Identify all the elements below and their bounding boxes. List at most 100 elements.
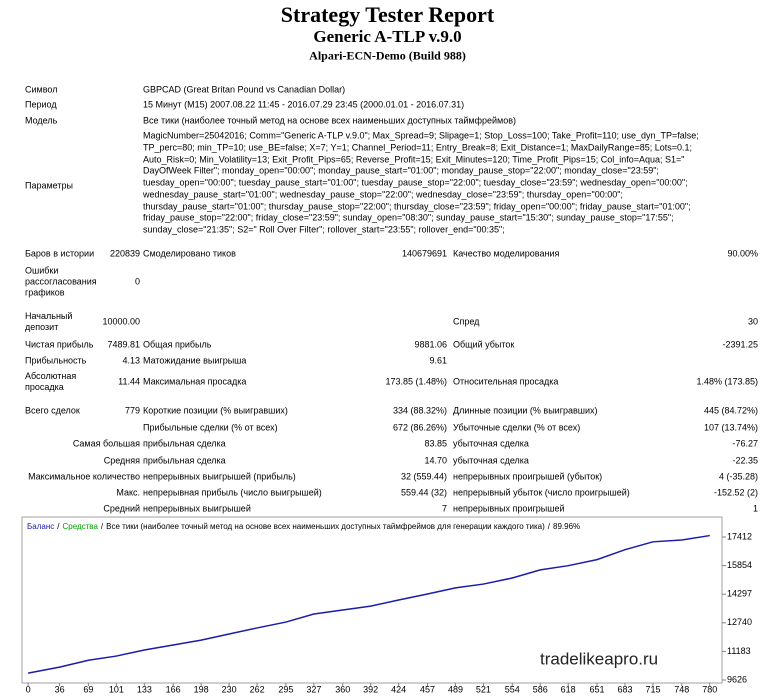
x-tick-label: 133 (137, 684, 152, 694)
x-tick-label: 295 (278, 684, 293, 694)
stat-label: Начальный депозит (25, 311, 73, 332)
stat-label: Смоделировано тиков (143, 248, 236, 259)
info-value: Все тики (наиболее точный метод на основ… (143, 115, 516, 126)
stat-label: Относительная просадка (453, 376, 559, 387)
stat-value: 220839 (109, 248, 140, 259)
stat-value: 14.70 (424, 455, 447, 466)
chart-description: Все тики (наиболее точный метод на основ… (106, 522, 545, 531)
stat-label: прибыльная сделка (143, 438, 226, 449)
stat-label: убыточная сделка (453, 455, 529, 466)
stat-value: 140679691 (401, 248, 447, 259)
stat-label: непрерывный убыток (число проигрышей) (453, 487, 630, 498)
legend-separator: / (57, 522, 60, 531)
stat-value: 10000.00 (102, 316, 140, 327)
parameter-line: tuesday_open="00:00"; tuesday_pause_star… (143, 177, 688, 188)
x-tick-label: 683 (617, 684, 632, 694)
stat-value: 173.85 (1.48%) (385, 376, 447, 387)
x-tick-label: 69 (83, 684, 93, 694)
stat-label: Прибыльность (25, 355, 87, 366)
stat-label: Самая большая (72, 438, 140, 449)
parameter-line: sunday_close="21:35"; S2=" Roll Over Fil… (143, 224, 505, 235)
x-tick-label: 780 (702, 684, 717, 694)
stat-label: Качество моделирования (453, 248, 560, 259)
stat-value: 32 (559.44) (400, 471, 447, 482)
server-name: Alpari-ECN-Demo (Build 988) (309, 48, 466, 63)
x-tick-label: 424 (391, 684, 406, 694)
stat-label: Средняя (103, 455, 140, 466)
stat-value: -2391.25 (722, 339, 758, 350)
watermark: tradelikeapro.ru (540, 649, 658, 668)
stat-value: 0 (134, 276, 140, 287)
x-tick-label: 489 (448, 684, 463, 694)
x-tick-label: 554 (505, 684, 520, 694)
stat-value: -22.35 (732, 455, 758, 466)
parameter-line: DayOfWeek Filter"; monday_open="00:00"; … (143, 165, 659, 176)
report-title: Strategy Tester Report (280, 2, 495, 27)
info-label: Символ (25, 84, 58, 95)
y-tick-label: 17412 (727, 531, 752, 541)
parameter-line: friday_pause_stop="22:00"; friday_close=… (143, 212, 674, 223)
y-tick-label: 14297 (727, 589, 752, 599)
x-tick-label: 748 (674, 684, 689, 694)
balance-line (27, 534, 710, 674)
stat-label: Общая прибыль (143, 339, 212, 350)
stat-label: Длинные позиции (% выигравших) (453, 405, 598, 416)
parameter-line: Auto_Risk=0; Min_Volatility=13; Exit_Pro… (143, 154, 685, 164)
x-tick-label: 0 (26, 684, 31, 694)
stat-label: Баров в истории (25, 248, 95, 259)
chart-legend: Баланс / Средства / Все тики (наиболее точны… (27, 522, 580, 531)
stat-label: Средний (103, 503, 140, 514)
x-tick-label: 36 (55, 684, 65, 694)
info-value: GBPCAD (Great Britan Pound vs Canadian D… (143, 84, 346, 95)
stat-value: 334 (88.32%) (392, 405, 447, 416)
stat-label: непрерывных проигрышей (убыток) (453, 471, 603, 482)
x-tick-label: 715 (645, 684, 660, 694)
x-tick-label: 360 (335, 684, 350, 694)
stat-label: Спред (453, 316, 480, 327)
stat-label: Чистая прибыль (25, 339, 94, 350)
stat-label: непрерывных выигрышей (143, 503, 251, 514)
y-tick-label: 12740 (727, 617, 752, 627)
stat-label: непрерывных выигрышей (прибыль) (143, 471, 296, 482)
x-tick-label: 618 (561, 684, 576, 694)
x-tick-label: 262 (250, 684, 265, 694)
info-label: Период (25, 99, 57, 110)
x-tick-label: 521 (476, 684, 491, 694)
info-label: Параметры (25, 180, 73, 191)
stat-value: 1 (752, 503, 758, 514)
stat-label: непрерывных проигрышей (453, 503, 565, 514)
parameter-line: wednesday_pause_start="01:00"; wednesday… (143, 189, 623, 200)
y-tick-label: 15854 (727, 560, 752, 570)
y-tick-label: 9626 (727, 674, 747, 684)
x-tick-label: 327 (306, 684, 321, 694)
x-tick-label: 586 (533, 684, 548, 694)
stat-label: убыточная сделка (453, 438, 529, 449)
plot-area (21, 516, 723, 684)
stat-label: Абсолютная просадка (25, 371, 77, 392)
legend-entry: Баланс (27, 522, 54, 531)
report-subtitle: Generic A-TLP v.9.0 (313, 27, 462, 46)
modelling-quality: 89.96% (553, 522, 580, 531)
legend-separator: / (548, 522, 551, 531)
stat-label: Максимальная просадка (143, 376, 247, 387)
stat-value: 445 (84.72%) (703, 405, 758, 416)
x-tick-label: 230 (222, 684, 237, 694)
x-tick-label: 166 (166, 684, 181, 694)
stat-label: Убыточные сделки (% от всех) (453, 422, 581, 433)
legend-entry: Средства (62, 522, 98, 531)
stat-label: Ошибки рассогласования графиков (25, 265, 97, 298)
stat-label: Всего сделок (25, 405, 80, 416)
stat-label: Короткие позиции (% выигравших) (143, 405, 288, 416)
x-tick-label: 198 (194, 684, 209, 694)
stat-label: Максимальное количество (28, 471, 140, 482)
stat-value: 4 (-35.28) (718, 471, 758, 482)
stat-value: 107 (13.74%) (703, 422, 758, 433)
stat-label: Макс. (116, 487, 140, 498)
stat-label: Прибыльные сделки (% от всех) (143, 422, 278, 433)
stat-value: 11.44 (118, 376, 140, 387)
info-value: 15 Минут (M15) 2007.08.22 11:45 - 2016.0… (143, 99, 465, 110)
